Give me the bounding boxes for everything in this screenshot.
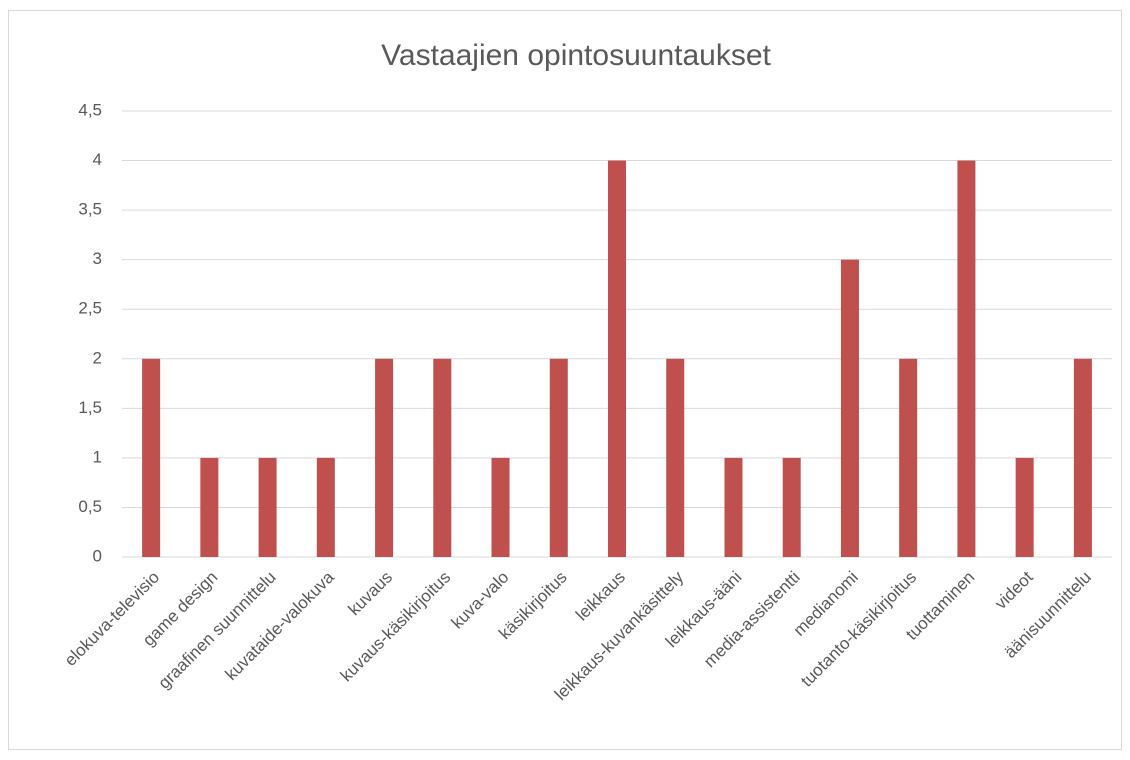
bar <box>549 358 568 557</box>
y-tick-label: 2,5 <box>78 299 102 318</box>
bar <box>782 457 801 557</box>
bar <box>957 160 976 558</box>
y-tick-label: 4,5 <box>78 100 102 119</box>
chart-title: Vastaajien opintosuuntaukset <box>381 39 771 72</box>
y-tick-label: 4 <box>93 150 102 169</box>
bar <box>608 160 626 558</box>
y-tick-label: 0 <box>93 546 102 565</box>
y-tick-label: 2 <box>93 348 102 367</box>
y-tick-label: 1,5 <box>78 398 102 417</box>
bar <box>142 358 161 557</box>
y-tick-label: 3,5 <box>78 200 102 219</box>
bar <box>433 358 452 557</box>
bar <box>666 358 685 557</box>
y-tick-label: 1 <box>93 447 102 466</box>
bar <box>1015 457 1034 557</box>
bar <box>200 457 219 557</box>
bar <box>258 457 277 557</box>
bar <box>1073 358 1092 557</box>
bar <box>724 457 743 557</box>
y-tick-label: 3 <box>93 249 102 268</box>
bar <box>491 457 510 557</box>
bar <box>899 358 918 557</box>
bar <box>316 457 335 557</box>
bar <box>375 358 394 557</box>
y-tick-label: 0,5 <box>78 497 102 516</box>
bar <box>840 259 859 557</box>
